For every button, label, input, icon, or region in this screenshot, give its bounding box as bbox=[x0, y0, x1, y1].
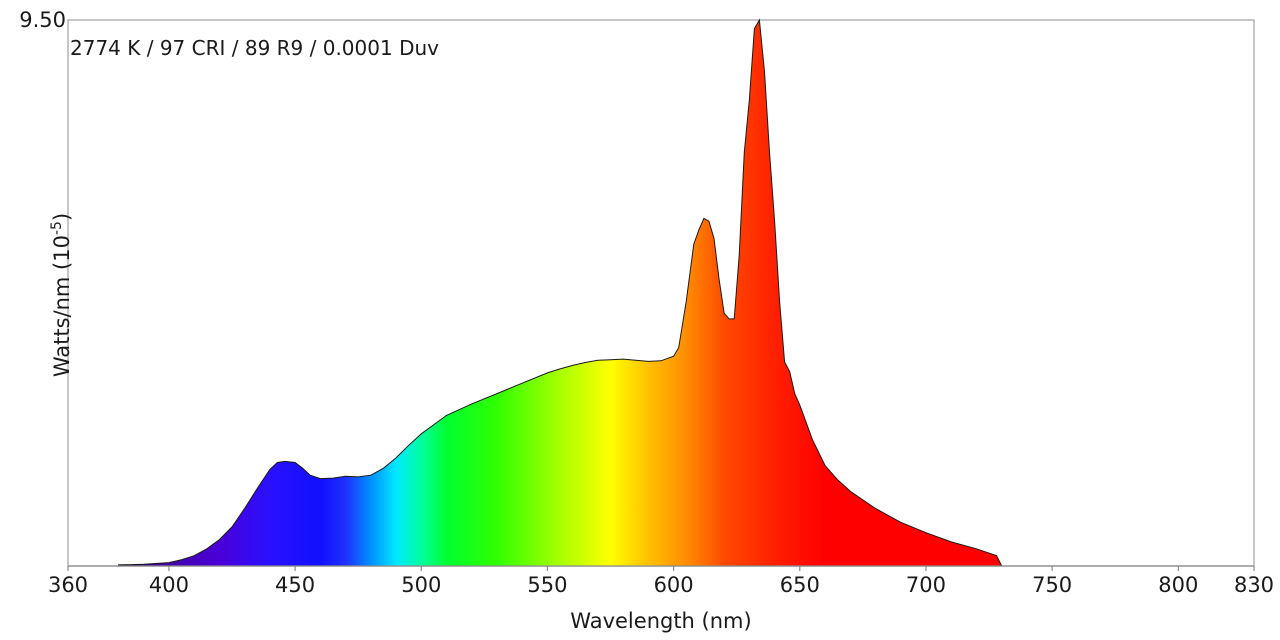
spectrum-annotation: 2774 K / 97 CRI / 89 R9 / 0.0001 Duv bbox=[70, 36, 439, 60]
x-tick-label: 750 bbox=[1032, 573, 1072, 597]
x-tick-label: 650 bbox=[780, 573, 820, 597]
x-tick-label: 600 bbox=[654, 573, 694, 597]
x-tick-label: 830 bbox=[1234, 573, 1274, 597]
x-tick-label: 800 bbox=[1158, 573, 1198, 597]
x-tick-label: 450 bbox=[275, 573, 315, 597]
y-axis-title-close: ) bbox=[50, 213, 74, 221]
y-axis-title-superscript: -5 bbox=[49, 221, 65, 235]
x-axis-title: Wavelength (nm) bbox=[570, 609, 751, 633]
x-axis-ticks: 360 400 450 500 550 600 650 700 750 800 830 bbox=[48, 566, 1274, 597]
y-axis-title-main: Watts/nm (10 bbox=[50, 235, 74, 377]
x-tick-label: 400 bbox=[149, 573, 189, 597]
y-tick-label: 9.50 bbox=[19, 8, 66, 32]
y-axis-ticks: 9.50 bbox=[19, 8, 66, 32]
x-tick-label: 550 bbox=[527, 573, 567, 597]
y-axis-title: Watts/nm (10-5) bbox=[49, 213, 74, 377]
x-tick-label: 360 bbox=[48, 573, 88, 597]
spectrum-area bbox=[118, 18, 1003, 567]
x-tick-label: 500 bbox=[401, 573, 441, 597]
x-tick-label: 700 bbox=[906, 573, 946, 597]
